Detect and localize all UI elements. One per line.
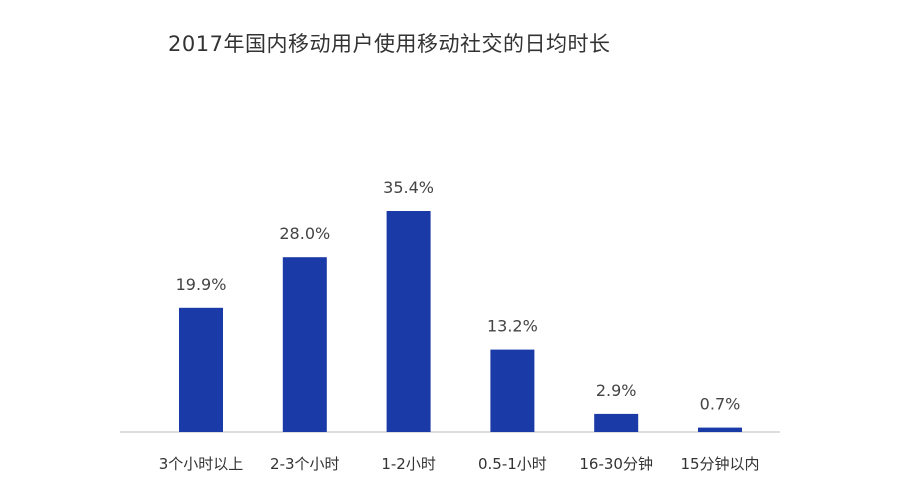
value-label-0: 19.9% <box>176 275 227 294</box>
category-label-3: 0.5-1小时 <box>478 455 547 473</box>
value-labels-group: 19.9% 28.0% 35.4% 13.2% 2.9% 0.7% <box>176 178 741 414</box>
value-label-4: 2.9% <box>596 381 637 400</box>
chart-title: 2017年国内移动用户使用移动社交的日均时长 <box>168 32 611 56</box>
category-label-1: 2-3个小时 <box>270 455 340 473</box>
value-label-2: 35.4% <box>383 178 434 197</box>
bar-2 <box>386 211 431 432</box>
bars-group <box>179 211 742 432</box>
category-label-2: 1-2小时 <box>381 455 436 473</box>
value-label-5: 0.7% <box>700 395 741 414</box>
bar-1 <box>282 257 327 432</box>
bar-4 <box>594 413 639 432</box>
bar-0 <box>179 307 223 432</box>
value-label-3: 13.2% <box>487 317 538 336</box>
category-labels-group: 3个小时以上 2-3个小时 1-2小时 0.5-1小时 16-30分钟 15分钟以内 <box>159 455 760 473</box>
category-label-4: 16-30分钟 <box>579 455 653 473</box>
bar-5 <box>698 427 742 432</box>
category-label-5: 15分钟以内 <box>680 455 759 473</box>
category-label-0: 3个小时以上 <box>159 455 244 473</box>
value-label-1: 28.0% <box>279 224 330 243</box>
bar-3 <box>490 349 535 432</box>
